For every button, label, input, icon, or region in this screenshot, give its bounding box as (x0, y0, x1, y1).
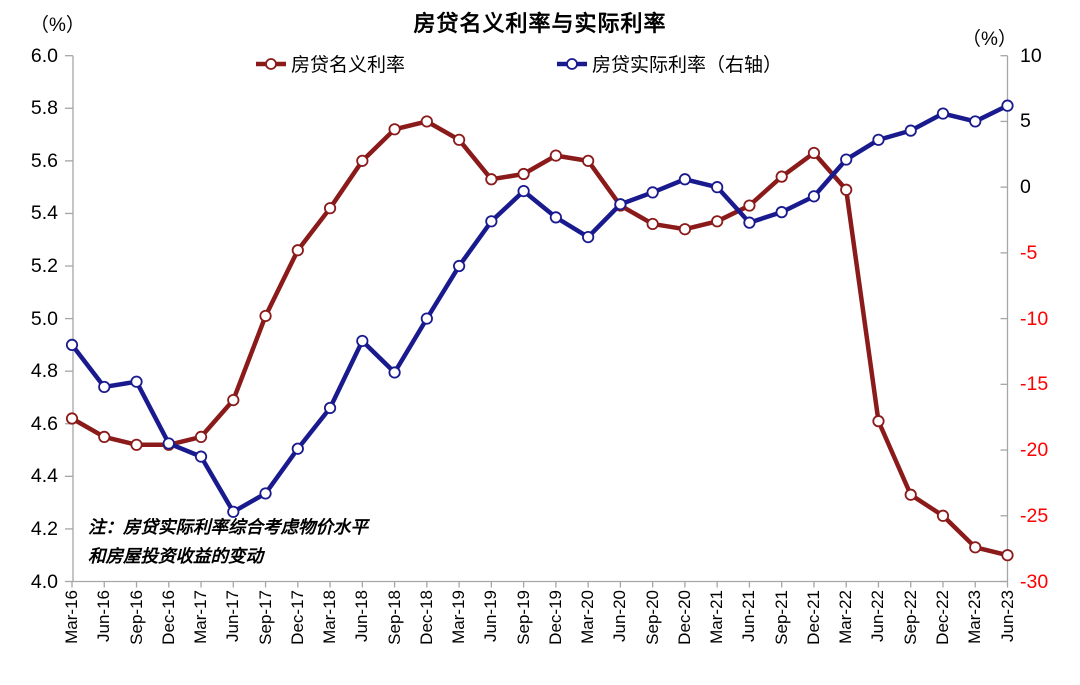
note-line-1: 注：房贷实际利率综合考虑物价水平 (88, 517, 368, 537)
left-axis-tick-label: 5.6 (30, 149, 58, 172)
nominal-series-legend-marker-icon (256, 57, 286, 70)
right-axis-tick-label: 5 (1020, 110, 1031, 133)
x-axis-tick-label: Mar-21 (707, 590, 727, 644)
legend-label-nominal: 房贷名义利率 (291, 55, 406, 76)
x-axis-tick-label: Dec-21 (803, 590, 823, 645)
legend-label-real: 房贷实际利率（右轴） (592, 55, 783, 76)
left-axis-tick-label: 6.0 (30, 44, 58, 67)
x-axis-tick-label: Dec-19 (545, 590, 565, 645)
left-axis-tick-label: 4.4 (30, 465, 58, 488)
x-axis-tick-label: Mar-18 (320, 590, 340, 644)
x-axis-tick-label: Mar-20 (578, 590, 598, 644)
x-axis-tick-label: Jun-20 (610, 590, 630, 642)
x-axis-tick-label: Sep-18 (384, 590, 404, 645)
note-line-2: 和房屋投资收益的变动 (88, 546, 263, 566)
x-axis-tick-label: Jun-16 (94, 590, 114, 642)
x-axis-tick-label: Dec-20 (674, 590, 694, 645)
left-axis-tick-label: 4.2 (30, 517, 58, 540)
x-axis-tick-label: Sep-19 (513, 590, 533, 645)
x-axis-tick-label: Jun-19 (481, 590, 501, 642)
right-axis-tick-label: -30 (1020, 570, 1049, 593)
right-axis-tick-label: -25 (1020, 504, 1049, 527)
chart-note: 注：房贷实际利率综合考虑物价水平 和房屋投资收益的变动 (88, 513, 368, 571)
legend-item-nominal: 房贷名义利率 (255, 50, 405, 77)
right-axis-tick-label: 10 (1020, 44, 1042, 67)
x-axis-tick-label: Sep-17 (255, 590, 275, 645)
x-axis-tick-label: Mar-17 (191, 590, 211, 644)
right-axis-tick-label: -20 (1020, 439, 1049, 462)
legend-item-real: 房贷实际利率（右轴） (556, 50, 782, 77)
right-axis-tick-label: -10 (1020, 307, 1049, 330)
x-axis-tick-label: Jun-18 (352, 590, 372, 642)
left-axis-tick-label: 5.4 (30, 202, 58, 225)
x-axis-tick-label: Dec-18 (416, 590, 436, 645)
x-axis-tick-label: Sep-21 (771, 590, 791, 645)
right-axis-tick-label: 0 (1020, 176, 1031, 199)
left-axis-tick-label: 4.6 (30, 412, 58, 435)
x-axis-tick-label: Jun-17 (223, 590, 243, 642)
right-axis-tick-label: -5 (1020, 241, 1038, 264)
chart-title: 房贷名义利率与实际利率 (413, 11, 667, 36)
x-axis-tick-label: Mar-19 (449, 590, 469, 644)
right-axis-unit-label: （%） (962, 29, 1017, 50)
x-axis-tick-label: Dec-22 (932, 590, 952, 645)
left-axis-tick-label: 5.8 (30, 97, 58, 120)
left-axis-tick-label: 4.0 (30, 570, 58, 593)
right-axis-tick-label: -15 (1020, 373, 1049, 396)
x-axis-tick-label: Mar-16 (62, 590, 81, 644)
x-axis-tick-label: Sep-16 (126, 590, 146, 645)
x-axis-tick-label: Mar-22 (836, 590, 856, 644)
x-axis-tick-label: Sep-20 (642, 590, 662, 645)
x-axis-tick-label: Jun-22 (868, 590, 888, 642)
x-axis-tick-label: Jun-23 (997, 590, 1017, 642)
left-axis-tick-label: 5.0 (30, 307, 58, 330)
x-axis-tick-label: Mar-23 (965, 590, 985, 644)
x-axis-tick-label: Dec-17 (287, 590, 307, 645)
x-axis-tick-label: Sep-22 (900, 590, 920, 645)
x-axis-tick-label: Dec-16 (158, 590, 178, 645)
left-axis-tick-label: 5.2 (30, 255, 58, 278)
left-axis-tick-label: 4.8 (30, 360, 58, 383)
real-series-legend-marker-icon (557, 57, 587, 70)
x-axis-tick-label: Jun-21 (739, 590, 759, 642)
left-axis-unit-label: （%） (30, 15, 85, 36)
